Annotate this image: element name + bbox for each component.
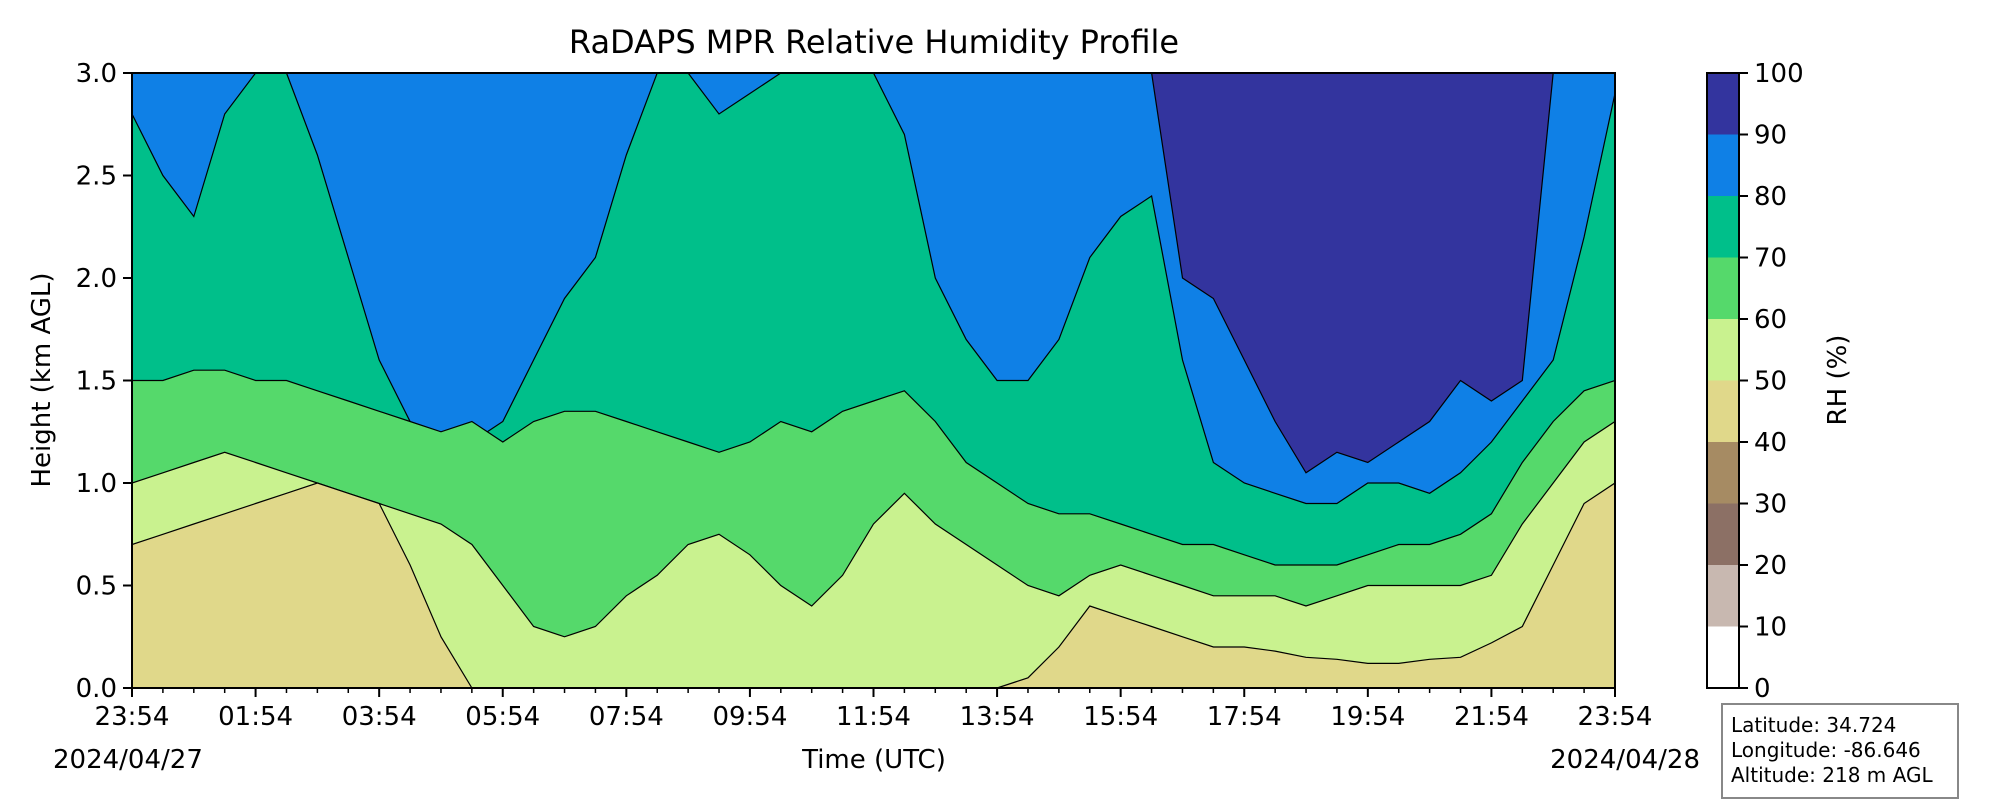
colorbar: 0 10 20 30 40 50 60 70 80 90 100 <box>1706 59 1804 704</box>
colorbar-swatch <box>1707 134 1739 196</box>
rh-band-40-50 <box>132 482 1615 688</box>
y-tick-label: 2.0 <box>76 264 117 294</box>
colorbar-tick-label: 50 <box>1754 367 1787 397</box>
y-axis-label: Height (km AGL) <box>27 272 57 487</box>
x-tick-label: 01:54 <box>218 702 293 732</box>
x-tick-label: 23:54 <box>1578 702 1653 732</box>
colorbar-tick-label: 40 <box>1754 428 1787 458</box>
colorbar-tick-label: 80 <box>1754 182 1787 212</box>
colorbar-swatch <box>1707 73 1739 135</box>
x-tick-label: 11:54 <box>836 702 911 732</box>
end-date-label: 2024/04/28 <box>1550 745 1700 775</box>
colorbar-swatch <box>1707 380 1739 442</box>
station-info-box: Latitude: 34.724 Longitude: -86.646 Alti… <box>1721 703 1959 799</box>
x-tick-label: 13:54 <box>960 702 1035 732</box>
altitude-text: Altitude: 218 m AGL <box>1731 763 1933 787</box>
colorbar-tick-label: 10 <box>1754 613 1787 643</box>
colorbar-tick-label: 20 <box>1754 551 1787 581</box>
colorbar-swatch <box>1707 503 1739 565</box>
y-axis-ticks: 0.0 0.5 1.0 1.5 2.0 2.5 3.0 <box>76 59 132 704</box>
x-axis-label: Time (UTC) <box>801 745 946 775</box>
colorbar-swatch <box>1707 319 1739 381</box>
rh-contour-fills <box>132 73 1615 688</box>
latitude-text: Latitude: 34.724 <box>1731 713 1897 737</box>
x-tick-label: 09:54 <box>712 702 787 732</box>
colorbar-tick-label: 0 <box>1754 674 1771 704</box>
colorbar-tick-label: 60 <box>1754 305 1787 335</box>
y-tick-label: 1.0 <box>76 469 117 499</box>
y-tick-label: 3.0 <box>76 59 117 89</box>
colorbar-swatch <box>1707 196 1739 258</box>
start-date-label: 2024/04/27 <box>53 745 203 775</box>
colorbar-tick-label: 70 <box>1754 244 1787 274</box>
colorbar-swatch <box>1707 257 1739 319</box>
y-tick-label: 0.5 <box>76 572 117 602</box>
x-tick-label: 17:54 <box>1207 702 1282 732</box>
x-tick-label: 15:54 <box>1083 702 1158 732</box>
colorbar-tick-label: 100 <box>1754 59 1804 89</box>
longitude-text: Longitude: -86.646 <box>1731 738 1921 762</box>
colorbar-label: RH (%) <box>1823 335 1853 426</box>
x-tick-label: 19:54 <box>1330 702 1405 732</box>
colorbar-swatch <box>1707 626 1739 688</box>
y-tick-label: 2.5 <box>76 162 117 192</box>
colorbar-tick-label: 30 <box>1754 490 1787 520</box>
y-tick-label: 0.0 <box>76 674 117 704</box>
chart-title: RaDAPS MPR Relative Humidity Profile <box>569 23 1179 61</box>
x-tick-label: 23:54 <box>95 702 170 732</box>
x-axis-ticks: 23:54 01:54 03:54 05:54 07:54 09:54 11:54 13:54… <box>95 688 1653 732</box>
x-tick-label: 03:54 <box>342 702 417 732</box>
x-tick-label: 07:54 <box>589 702 664 732</box>
x-tick-label: 05:54 <box>465 702 540 732</box>
colorbar-swatch <box>1707 565 1739 627</box>
x-tick-label: 21:54 <box>1454 702 1529 732</box>
colorbar-tick-label: 90 <box>1754 121 1787 151</box>
colorbar-swatch <box>1707 442 1739 504</box>
y-tick-label: 1.5 <box>76 367 117 397</box>
